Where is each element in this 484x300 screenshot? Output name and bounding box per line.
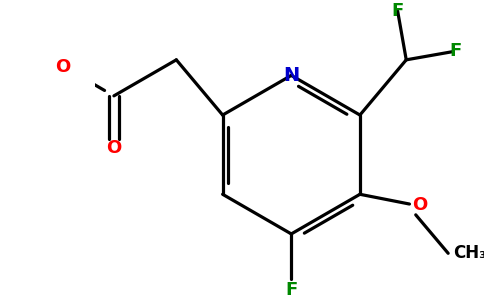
Text: CH₃: CH₃ — [453, 244, 484, 262]
Text: F: F — [449, 42, 461, 60]
Text: N: N — [283, 66, 300, 85]
Text: O: O — [413, 196, 428, 214]
Text: O: O — [106, 139, 121, 157]
Text: F: F — [392, 2, 404, 20]
Text: F: F — [285, 281, 297, 299]
Text: O: O — [56, 58, 71, 76]
